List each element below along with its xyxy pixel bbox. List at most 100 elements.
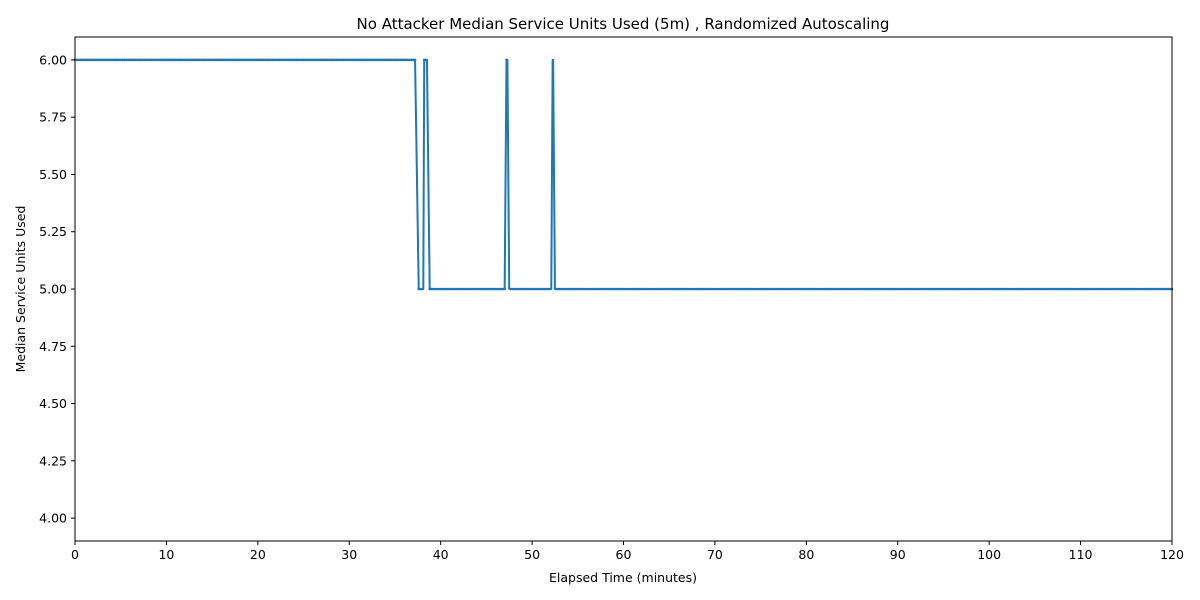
- data-point: [492, 287, 495, 291]
- data-point: [1161, 287, 1165, 291]
- data-point: [777, 287, 781, 291]
- data-point: [185, 58, 188, 62]
- data-point: [263, 58, 267, 62]
- data-point: [684, 287, 687, 291]
- data-point: [892, 287, 896, 291]
- data-point: [571, 287, 574, 291]
- data-point: [181, 58, 185, 62]
- data-point: [1146, 287, 1150, 291]
- data-point: [1004, 287, 1007, 291]
- data-point: [576, 287, 580, 291]
- data-point: [512, 287, 516, 291]
- data-point: [1033, 287, 1037, 291]
- data-point: [315, 58, 318, 62]
- data-point: [591, 287, 594, 291]
- data-point: [1064, 287, 1068, 291]
- data-point: [1073, 287, 1077, 291]
- data-point: [538, 287, 541, 291]
- data-point: [640, 287, 644, 291]
- data-point: [642, 287, 645, 291]
- data-point: [978, 287, 982, 291]
- data-point: [784, 287, 788, 291]
- data-point: [97, 58, 101, 62]
- data-point: [139, 58, 143, 62]
- data-point: [368, 58, 371, 62]
- data-point: [108, 58, 112, 62]
- data-point: [872, 287, 876, 291]
- data-point: [397, 58, 400, 62]
- data-point: [335, 58, 338, 62]
- data-point: [783, 287, 786, 291]
- data-point: [283, 58, 287, 62]
- data-point: [1079, 287, 1082, 291]
- data-point: [430, 287, 433, 291]
- data-point: [302, 58, 305, 62]
- data-point: [821, 287, 825, 291]
- data-point: [1013, 287, 1017, 291]
- data-point: [534, 287, 538, 291]
- data-point: [980, 287, 984, 291]
- data-point: [360, 58, 364, 62]
- data-point: [1108, 287, 1112, 291]
- data-point: [704, 287, 708, 291]
- data-point: [556, 287, 559, 291]
- data-point: [410, 58, 413, 62]
- data-point: [234, 58, 238, 62]
- data-point: [905, 287, 909, 291]
- data-point: [192, 58, 196, 62]
- data-point: [651, 287, 655, 291]
- data-point: [997, 287, 1000, 291]
- plot-frame: [74, 36, 1173, 542]
- data-point: [876, 287, 879, 291]
- data-point: [247, 58, 250, 62]
- data-point: [878, 287, 881, 291]
- data-point: [986, 287, 989, 291]
- data-point: [742, 287, 746, 291]
- data-point: [272, 58, 276, 62]
- data-point: [1152, 287, 1156, 291]
- data-point: [688, 287, 691, 291]
- data-point: [388, 58, 391, 62]
- data-point: [786, 287, 790, 291]
- data-point: [88, 58, 91, 62]
- data-point: [954, 287, 958, 291]
- data-point: [801, 287, 804, 291]
- data-point: [300, 58, 304, 62]
- data-point: [199, 58, 203, 62]
- data-point: [929, 287, 932, 291]
- data-point: [1110, 287, 1113, 291]
- data-point: [101, 58, 104, 62]
- y-tick-label: 4.00: [39, 511, 67, 526]
- data-point: [194, 58, 197, 62]
- series-markers: [73, 58, 1174, 291]
- data-point: [1068, 287, 1071, 291]
- data-point: [309, 58, 313, 62]
- data-point: [280, 58, 283, 62]
- data-point: [967, 287, 971, 291]
- chart-title: No Attacker Median Service Units Used (5…: [357, 15, 890, 33]
- data-point: [819, 287, 823, 291]
- data-point: [560, 287, 563, 291]
- data-point: [733, 287, 737, 291]
- data-point: [600, 287, 603, 291]
- data-point: [380, 58, 384, 62]
- x-tick-label: 20: [250, 547, 266, 562]
- data-point: [369, 58, 373, 62]
- data-point: [488, 287, 492, 291]
- data-point: [347, 58, 351, 62]
- data-point: [792, 287, 795, 291]
- data-point: [276, 58, 280, 62]
- data-point: [1051, 287, 1055, 291]
- data-point: [240, 58, 243, 62]
- data-point: [241, 58, 245, 62]
- data-point: [572, 287, 576, 291]
- data-point: [709, 287, 713, 291]
- data-point: [251, 58, 254, 62]
- data-point: [135, 58, 139, 62]
- data-point: [814, 287, 817, 291]
- x-axis-label: Elapsed Time (minutes): [549, 570, 697, 585]
- data-point: [569, 287, 572, 291]
- data-point: [130, 58, 133, 62]
- data-point: [183, 58, 186, 62]
